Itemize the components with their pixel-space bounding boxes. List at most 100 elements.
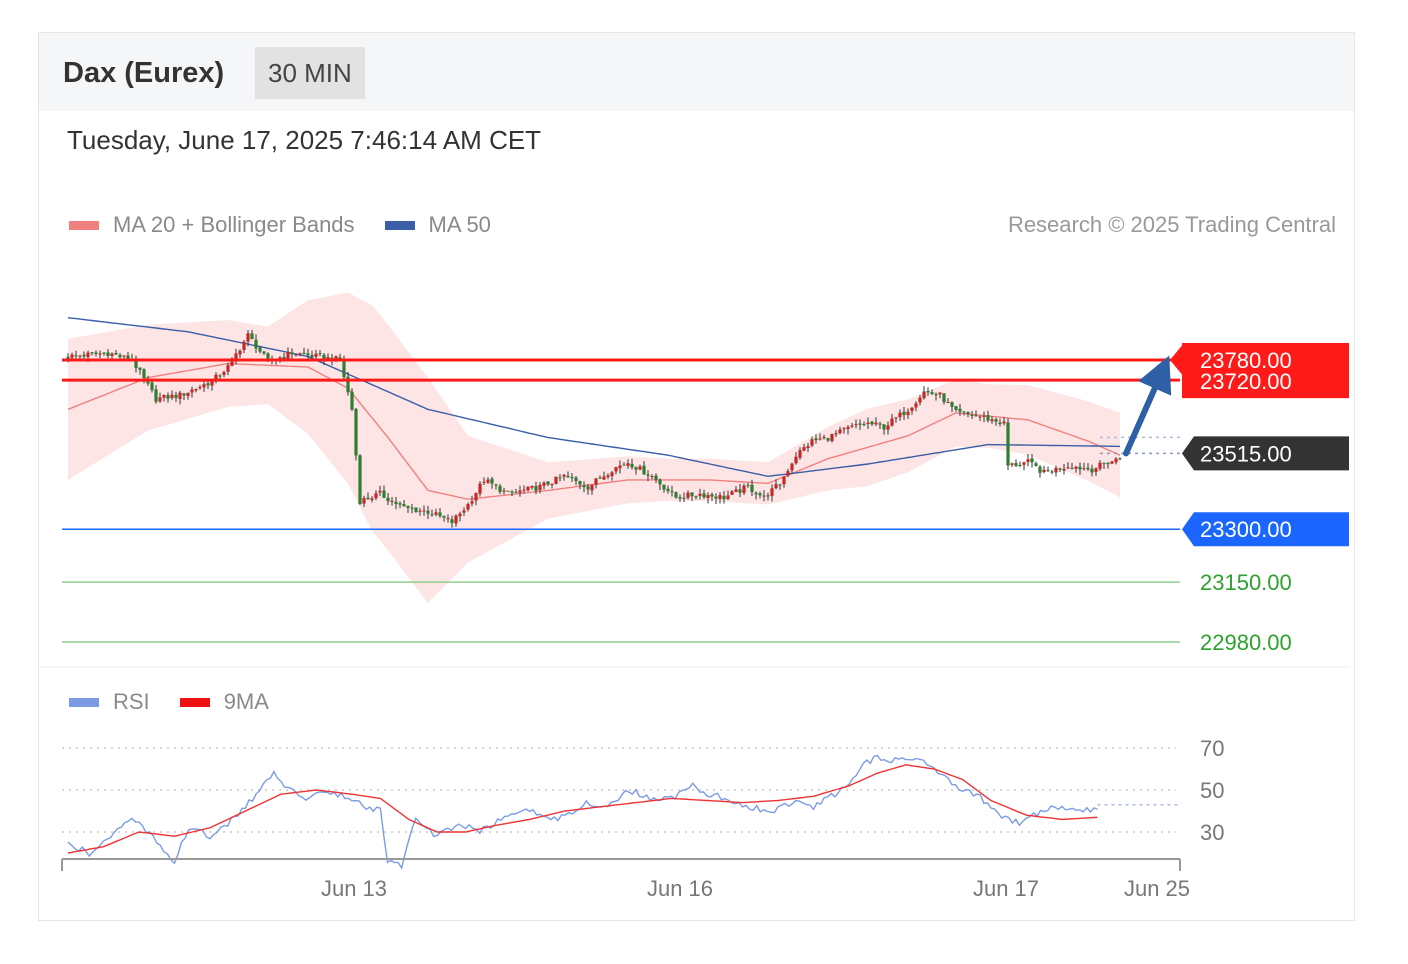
rsi-tick-label: 50: [1200, 778, 1224, 803]
candle-body: [378, 490, 382, 493]
candle-body: [478, 483, 482, 494]
ma50-legend-label: MA 50: [428, 212, 491, 237]
candle-body: [698, 493, 702, 496]
candle-body: [82, 354, 86, 357]
candle-body: [474, 493, 478, 501]
candle-body: [434, 512, 438, 515]
candle-body: [542, 482, 546, 486]
candle-body: [202, 384, 206, 388]
timestamp: Tuesday, June 17, 2025 7:46:14 AM CET: [67, 125, 542, 155]
bollinger-band: [68, 292, 1120, 604]
candle-body: [658, 479, 662, 485]
candle-body: [610, 472, 614, 476]
candle-body: [70, 354, 74, 358]
candle-body: [222, 372, 226, 375]
candle-body: [110, 353, 114, 356]
candle-body: [766, 495, 770, 497]
candle-body: [194, 389, 198, 391]
ma20-swatch: [69, 220, 99, 230]
candle-body: [966, 412, 970, 415]
candle-body: [1050, 471, 1054, 473]
candle-body: [506, 490, 510, 492]
candle-body: [410, 507, 414, 509]
candle-body: [442, 515, 446, 518]
candle-body: [234, 353, 238, 360]
candle-body: [934, 394, 938, 396]
candle-body: [838, 429, 842, 434]
candle-body: [906, 411, 910, 416]
candle-body: [114, 353, 118, 355]
candle-body: [842, 428, 846, 430]
candle-body: [302, 352, 306, 355]
candle-body: [578, 481, 582, 485]
rsi-legend: RSI 9MA: [69, 689, 269, 715]
candle-body: [662, 484, 666, 490]
candle-body: [214, 374, 218, 382]
chart-card: Dax (Eurex) 30 MIN Tuesday, June 17, 202…: [38, 32, 1355, 921]
candle-body: [454, 515, 458, 524]
candle-body: [858, 423, 862, 425]
candle-body: [846, 426, 850, 429]
resistance-label: 23720.00: [1200, 369, 1292, 394]
timeframe-badge[interactable]: 30 MIN: [255, 47, 365, 99]
candle-body: [534, 485, 538, 491]
candle-body: [666, 488, 670, 492]
candle-body: [646, 474, 650, 476]
candle-body: [1058, 468, 1062, 470]
candle-body: [1018, 464, 1022, 466]
candle-body: [742, 485, 746, 493]
candle-body: [754, 492, 758, 495]
candle-body: [390, 500, 394, 502]
candle-body: [978, 416, 982, 418]
candle-body: [422, 510, 426, 512]
candle-body: [1002, 421, 1006, 424]
rsi-panel: 70 50 30: [62, 736, 1224, 870]
candle-body: [462, 510, 466, 513]
candle-body: [694, 496, 698, 498]
candle-body: [862, 424, 866, 426]
x-tick-label: Jun 25: [1124, 876, 1190, 901]
candle-body: [598, 477, 602, 479]
candle-body: [794, 456, 798, 464]
candle-body: [734, 489, 738, 492]
candle-body: [166, 395, 170, 399]
candle-body: [594, 478, 598, 485]
rsi-swatch: [69, 697, 99, 707]
candle-body: [1110, 461, 1114, 464]
candle-body: [530, 486, 534, 488]
candle-body: [286, 351, 290, 359]
candle-body: [902, 411, 906, 415]
candle-body: [294, 354, 298, 356]
candle-body: [206, 383, 210, 386]
candle-body: [850, 425, 854, 427]
candle-body: [494, 484, 498, 486]
candle-body: [154, 389, 158, 402]
candle-body: [1074, 466, 1078, 469]
pivot-label: 23300.00: [1200, 517, 1292, 542]
candle-body: [726, 495, 730, 499]
candle-body: [1102, 462, 1106, 464]
candle-body: [430, 514, 434, 516]
candle-body: [122, 355, 126, 357]
candle-body: [586, 486, 590, 490]
candle-body: [806, 446, 810, 448]
candle-body: [466, 503, 470, 510]
candle-body: [1030, 458, 1034, 463]
candle-body: [538, 484, 542, 491]
ma20-legend-label: MA 20 + Bollinger Bands: [113, 212, 355, 237]
candle-body: [158, 397, 162, 402]
candle-body: [142, 369, 146, 379]
candle-body: [262, 351, 266, 354]
candle-body: [1098, 462, 1102, 469]
candle-body: [170, 394, 174, 398]
candle-body: [418, 510, 422, 512]
candle-body: [1026, 459, 1030, 463]
candle-body: [198, 387, 202, 389]
candle-body: [94, 352, 98, 354]
candle-body: [930, 392, 934, 395]
candle-body: [446, 518, 450, 520]
candle-body: [914, 403, 918, 408]
candle-body: [886, 425, 890, 430]
candle-body: [746, 484, 750, 486]
candle-body: [986, 415, 990, 421]
